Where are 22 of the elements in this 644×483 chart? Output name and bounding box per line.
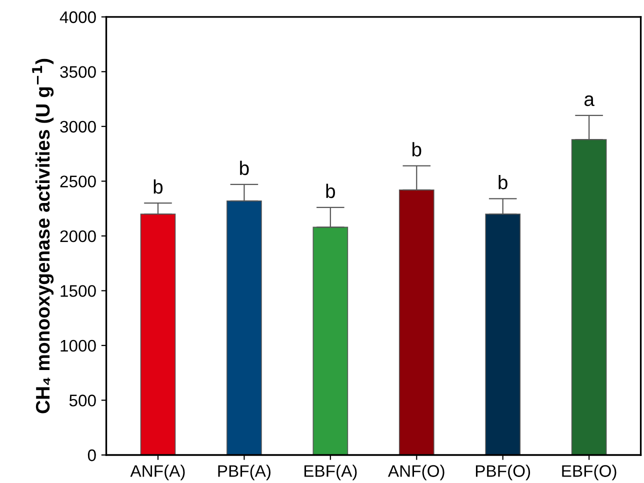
- x-tick-label: PBF(A): [218, 464, 270, 480]
- annotation: b: [154, 179, 163, 194]
- x-tick-label: PBF(O): [476, 464, 530, 480]
- y-tick-label: 4000: [60, 11, 96, 24]
- annotation: b: [240, 160, 249, 176]
- annotation: a: [584, 95, 594, 106]
- y-tick-label: 1000: [60, 340, 96, 352]
- y-tick-label: 3500: [60, 66, 96, 78]
- y-tick-label: 2000: [60, 230, 96, 242]
- y-tick-label: 2500: [60, 176, 96, 188]
- annotation: b: [412, 142, 422, 156]
- annotation: b: [326, 184, 336, 198]
- y-axis-title: CH₄ monooxygenase activities (U g$^{−1}$): [32, 58, 54, 414]
- y-tick-label: 500: [69, 394, 96, 406]
- y-tick-label: 0: [88, 449, 96, 462]
- x-tick-label: EBF(A): [304, 464, 357, 480]
- x-tick-label: ANF(A): [130, 464, 185, 480]
- y-tick-label: 1500: [60, 285, 96, 297]
- y-tick-label: 3000: [60, 120, 96, 133]
- x-tick-label: EBF(O): [562, 464, 616, 480]
- annotation: b: [498, 175, 508, 190]
- x-tick-label: ANF(O): [388, 464, 444, 480]
